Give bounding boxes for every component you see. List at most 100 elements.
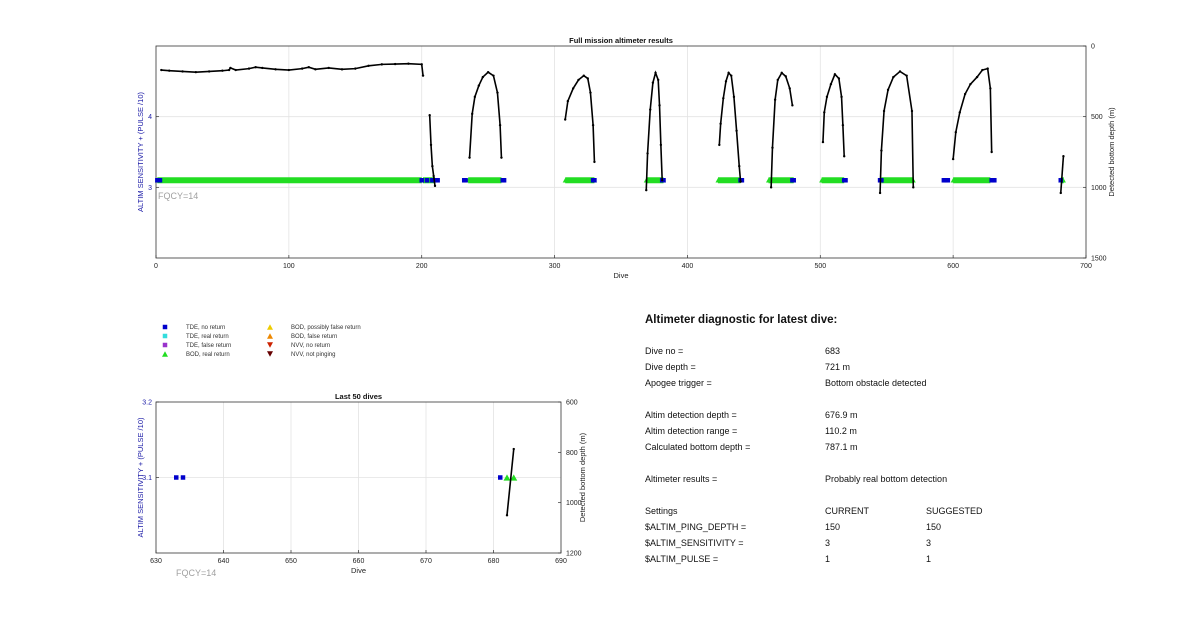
- bottom-depth-point: [771, 146, 774, 149]
- bottom-depth-point: [912, 186, 915, 189]
- bottom-depth-point: [571, 87, 575, 90]
- calculated-depth-value: 787.1 m: [825, 442, 858, 452]
- detection-range-label: Altim detection range =: [645, 426, 738, 436]
- results-row: Altimeter results = Probably real bottom…: [645, 474, 1145, 490]
- bottom-depth-point: [498, 123, 502, 127]
- sensitivity-current: 3: [825, 538, 831, 548]
- x-tick-label: 650: [285, 558, 297, 565]
- bottom-depth-point: [577, 78, 580, 82]
- bottom-depth-point: [314, 68, 317, 71]
- y-tick-label: 3.1: [142, 475, 152, 482]
- bod-real-return-band: [821, 177, 845, 184]
- tde-no-return-marker: [1058, 178, 1064, 183]
- bottom-depth-point: [221, 69, 224, 72]
- tde-no-return-marker: [498, 475, 503, 480]
- bottom-depth-point: [428, 114, 431, 117]
- bottom-depth-point: [784, 75, 787, 78]
- y-tick-label: 4: [148, 114, 152, 121]
- bottom-depth-point: [207, 70, 211, 73]
- bottom-depth-point: [168, 69, 171, 72]
- bottom-depth-point: [878, 191, 882, 195]
- bod-real-return-band: [881, 177, 914, 184]
- full-mission-chart: 0 100 200 300 400 500 600 700 3 4 0 500 1000 1500 Full…: [136, 36, 1116, 280]
- x-tick-label: 200: [416, 263, 428, 270]
- y-axis-label: ALTIM SENSITIVITY + (PULSE /10): [136, 417, 145, 537]
- bottom-depth-point: [963, 92, 967, 96]
- right-tick-label: 1000: [1091, 185, 1107, 192]
- bottom-depth-line: [1059, 156, 1065, 194]
- legend-label: TDE, false return: [186, 343, 231, 349]
- bottom-depth-point: [327, 66, 330, 70]
- bod-real-return-band: [768, 177, 794, 184]
- bottom-depth-point: [591, 123, 595, 127]
- tde-no-return-marker: [992, 178, 997, 183]
- bottom-depth-point: [473, 95, 477, 99]
- bod-real-return-marker: [950, 178, 956, 183]
- bottom-depth-point: [958, 111, 961, 114]
- diagnostic-heading: Altimeter diagnostic for latest dive:: [645, 314, 838, 326]
- bottom-depth-point: [719, 122, 722, 125]
- legend-label: TDE, no return: [186, 325, 225, 331]
- bottom-depth-point: [649, 108, 652, 111]
- bottom-depth-point: [586, 77, 589, 80]
- bottom-depth-point: [739, 180, 742, 183]
- legend-label: NVV, not pinging: [291, 352, 335, 358]
- y-tick-label: 3: [148, 185, 152, 192]
- x-tick-label: 0: [154, 263, 158, 270]
- right-tick-label: 800: [566, 450, 578, 457]
- bottom-depth-point: [659, 143, 663, 147]
- bottom-depth-point: [722, 97, 725, 100]
- tde-no-return-marker: [879, 178, 884, 183]
- bottom-depth-point: [718, 143, 721, 147]
- dive-depth-row: Dive depth = 721 m: [645, 362, 1145, 378]
- x-tick-label: 100: [283, 263, 295, 270]
- bottom-depth-point: [975, 75, 979, 79]
- legend-label: NVV, no return: [291, 343, 330, 349]
- apogee-label: Apogee trigger =: [645, 378, 712, 388]
- chart-title: Last 50 dives: [335, 392, 382, 401]
- tde-no-return-marker: [843, 178, 848, 183]
- legend-marker: [267, 342, 273, 348]
- legend-marker: [162, 351, 168, 357]
- legend-marker: [162, 324, 168, 330]
- bottom-depth-line: [645, 70, 663, 191]
- ping-depth-current: 150: [825, 522, 841, 532]
- settings-header-row: Settings CURRENT SUGGESTED: [645, 506, 1145, 522]
- bottom-depth-point: [274, 68, 277, 71]
- bottom-depth-point: [829, 82, 833, 86]
- bottom-depth-point: [657, 78, 660, 82]
- detection-depth-row: Altim detection depth = 676.9 m: [645, 410, 1145, 426]
- tde-no-return-marker: [945, 178, 951, 183]
- bottom-depth-point: [227, 68, 231, 72]
- bottom-depth-point: [429, 143, 433, 147]
- detection-range-row: Altim detection range = 110.2 m: [645, 426, 1145, 442]
- bottom-depth-point: [724, 80, 728, 83]
- dive-no-value: 683: [825, 346, 841, 356]
- detection-range-value: 110.2 m: [825, 426, 857, 436]
- bottom-depth-point: [589, 91, 592, 94]
- tde-no-return-marker: [463, 178, 468, 183]
- bottom-depth-point: [823, 111, 826, 114]
- bottom-depth-point: [735, 129, 738, 132]
- bottom-depth-point: [300, 67, 304, 70]
- bottom-depth-point: [773, 98, 777, 101]
- bottom-depth-point: [654, 71, 657, 75]
- right-tick-label: 600: [566, 400, 578, 407]
- bod-real-return-marker: [819, 178, 825, 183]
- x-tick-label: 630: [150, 558, 162, 565]
- bottom-depth-point: [254, 66, 257, 69]
- bottom-depth-point: [181, 70, 184, 73]
- bottom-depth-point: [837, 77, 841, 80]
- plot-frame: [155, 401, 562, 554]
- bod-real-return-marker: [562, 178, 568, 183]
- frequency-annotation: FQCY=14: [176, 568, 216, 578]
- tde-no-return-marker: [174, 475, 179, 480]
- x-axis-label: Dive: [613, 271, 628, 280]
- bottom-depth-point: [420, 63, 423, 66]
- bottom-depth-point: [841, 123, 845, 127]
- results-value: Probably real bottom detection: [825, 474, 948, 484]
- bod-real-return-band: [468, 177, 502, 184]
- pulse-label: $ALTIM_PULSE =: [645, 554, 719, 564]
- bottom-depth-line: [770, 71, 794, 188]
- bottom-depth-point: [496, 91, 499, 94]
